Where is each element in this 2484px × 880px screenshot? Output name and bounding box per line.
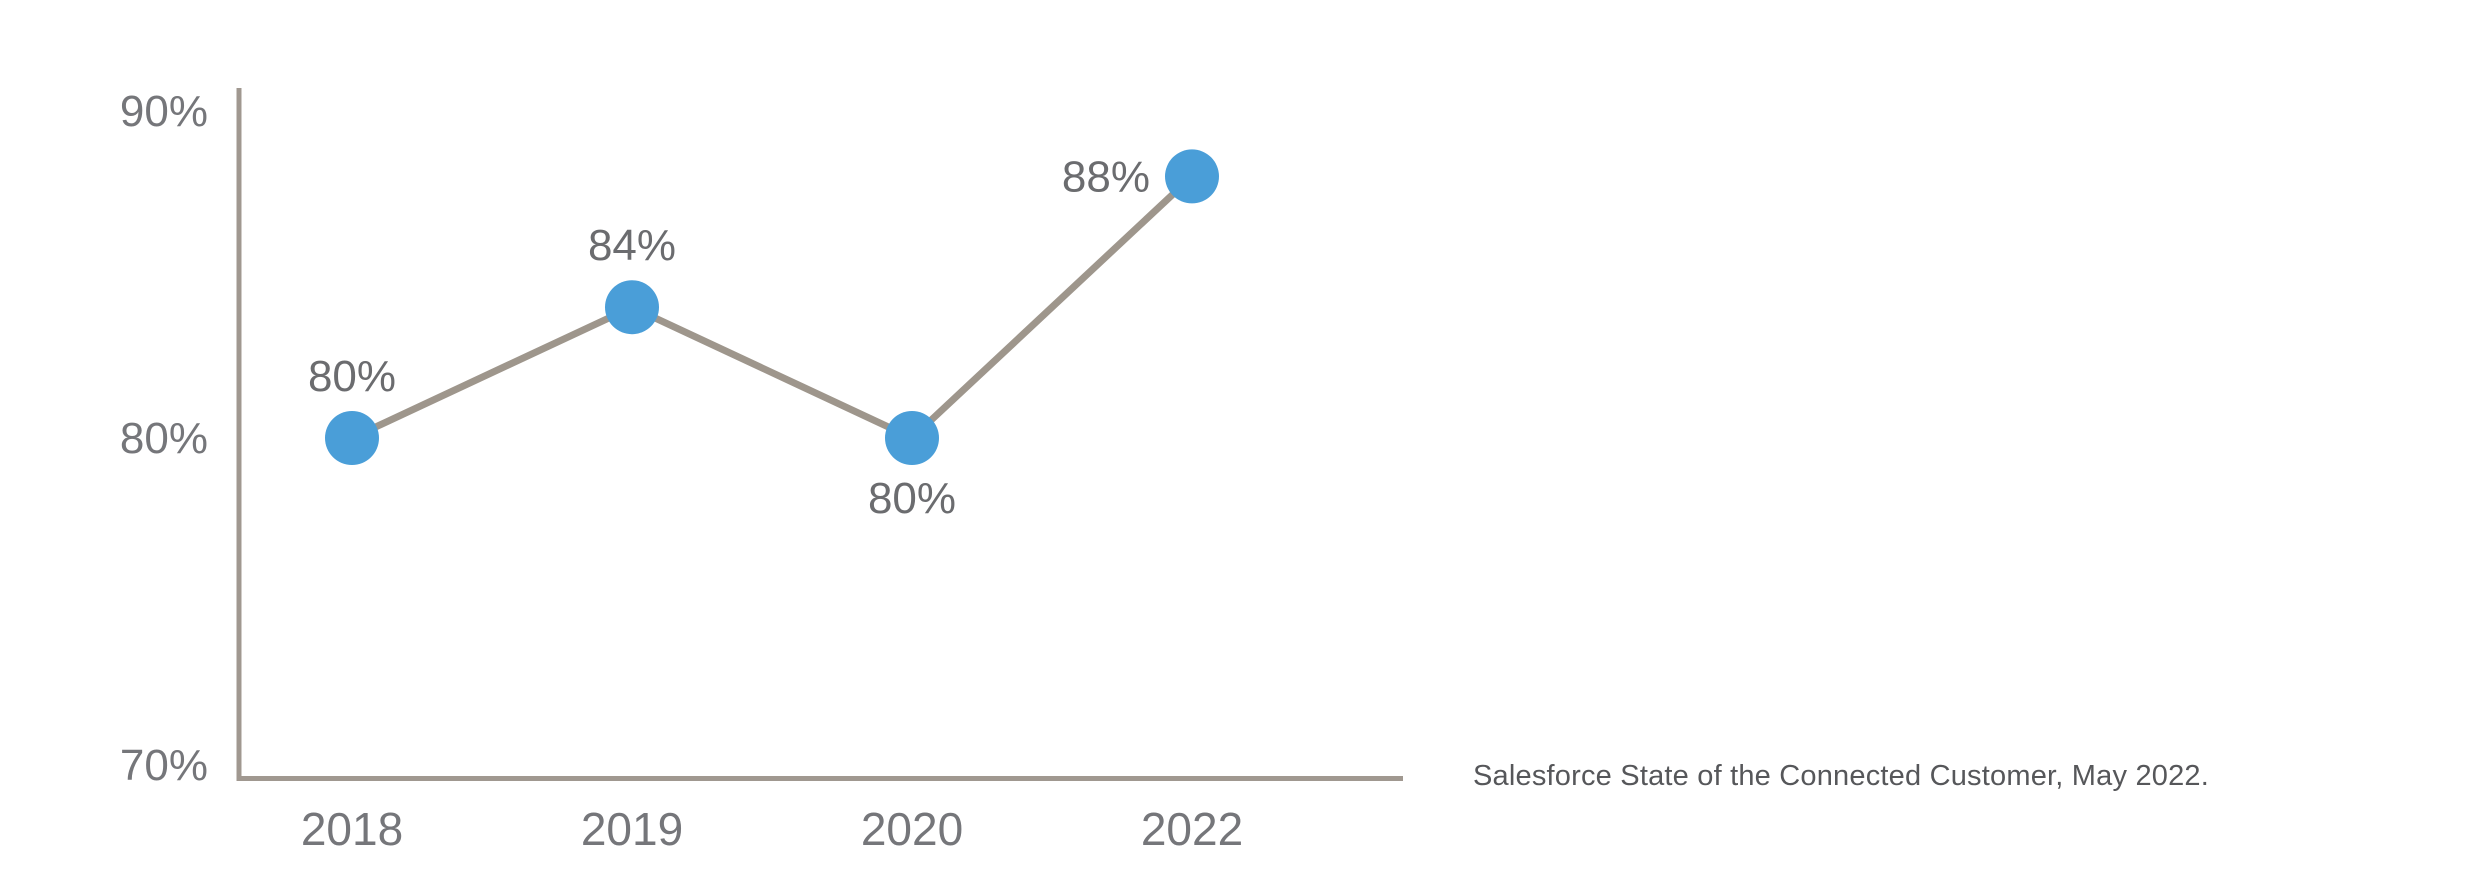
x-tick-label: 2022 <box>1141 803 1243 855</box>
data-line <box>348 172 1196 443</box>
data-point-label: 80% <box>868 474 956 523</box>
y-tick-label: 70% <box>120 741 208 790</box>
data-point-2020 <box>885 411 939 465</box>
y-tick-label: 90% <box>120 87 208 136</box>
y-tick-label: 80% <box>120 414 208 463</box>
data-point-label: 84% <box>588 221 676 270</box>
data-point-2022 <box>1165 149 1219 204</box>
source-caption: Salesforce State of the Connected Custom… <box>1473 760 2210 792</box>
data-point-2019 <box>605 280 659 335</box>
x-tick-label: 2018 <box>301 803 403 855</box>
data-point-label: 88% <box>1062 152 1150 201</box>
x-tick-label: 2019 <box>581 803 683 855</box>
data-point-2018 <box>325 411 379 465</box>
x-tick-label: 2020 <box>861 803 963 855</box>
data-point-label: 80% <box>308 352 396 401</box>
